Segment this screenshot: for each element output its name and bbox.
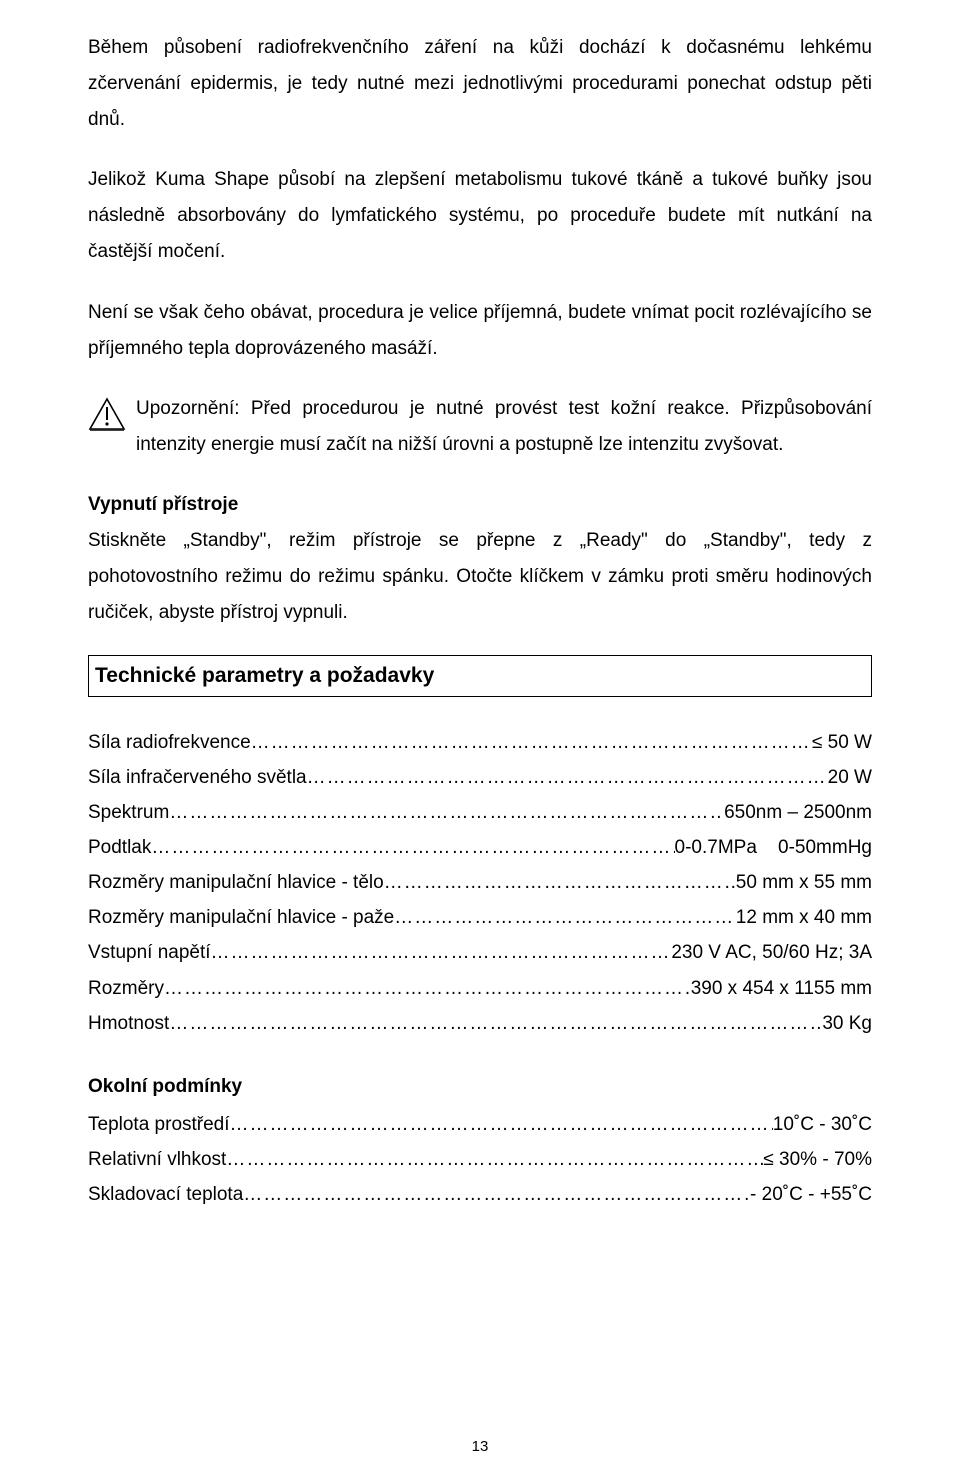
paragraph-intro-2: Jelikož Kuma Shape působí na zlepšení me… bbox=[88, 162, 872, 270]
shutdown-heading: Vypnutí přístroje bbox=[88, 494, 238, 515]
spec-dots bbox=[164, 971, 691, 1006]
env-list: Teplota prostředí 10˚C - 30˚C Relativní … bbox=[88, 1107, 872, 1212]
env-value: 10˚C - 30˚C bbox=[773, 1107, 872, 1142]
env-value: - 20˚C - +55˚C bbox=[750, 1177, 872, 1212]
shutdown-paragraph: Vypnutí přístroje Stiskněte „Standby", r… bbox=[88, 487, 872, 631]
warning-block: Upozornění: Před procedurou je nutné pro… bbox=[88, 391, 872, 463]
specs-list: Síla radiofrekvence ≤ 50 W Síla infračer… bbox=[88, 725, 872, 1041]
spec-value: ≤ 50 W bbox=[812, 725, 872, 760]
spec-row: Rozměry 390 x 454 x 1155 mm bbox=[88, 971, 872, 1006]
spec-label: Spektrum bbox=[88, 795, 169, 830]
spec-dots bbox=[394, 900, 736, 935]
spec-label: Rozměry manipulační hlavice - paže bbox=[88, 900, 394, 935]
warning-text: Upozornění: Před procedurou je nutné pro… bbox=[136, 391, 872, 463]
spec-row: Spektrum 650nm – 2500nm bbox=[88, 795, 872, 830]
spec-dots bbox=[307, 760, 828, 795]
paragraph-intro-1: Během působení radiofrekvenčního záření … bbox=[88, 30, 872, 138]
section-heading-box: Technické parametry a požadavky bbox=[88, 655, 872, 696]
spec-label: Rozměry manipulační hlavice - tělo bbox=[88, 865, 384, 900]
env-row: Relativní vlhkost ≤ 30% - 70% bbox=[88, 1142, 872, 1177]
env-value: ≤ 30% - 70% bbox=[763, 1142, 872, 1177]
env-label: Teplota prostředí bbox=[88, 1107, 230, 1142]
spec-row: Síla infračerveného světla 20 W bbox=[88, 760, 872, 795]
spec-value: 12 mm x 40 mm bbox=[736, 900, 872, 935]
spec-row: Rozměry manipulační hlavice - tělo 50 mm… bbox=[88, 865, 872, 900]
env-row: Skladovací teplota - 20˚C - +55˚C bbox=[88, 1177, 872, 1212]
env-row: Teplota prostředí 10˚C - 30˚C bbox=[88, 1107, 872, 1142]
spec-label: Podtlak bbox=[88, 830, 151, 865]
spec-row: Vstupní napětí 230 V AC, 50/60 Hz; 3A bbox=[88, 935, 872, 970]
env-label: Relativní vlhkost bbox=[88, 1142, 226, 1177]
spec-dots bbox=[226, 1142, 763, 1177]
spec-dots bbox=[230, 1107, 773, 1142]
page-number: 13 bbox=[0, 1433, 960, 1462]
spec-row: Rozměry manipulační hlavice - paže 12 mm… bbox=[88, 900, 872, 935]
spec-label: Síla radiofrekvence bbox=[88, 725, 251, 760]
spec-value: 50 mm x 55 mm bbox=[736, 865, 872, 900]
spec-row: Hmotnost 30 Kg bbox=[88, 1006, 872, 1041]
spec-value: 230 V AC, 50/60 Hz; 3A bbox=[671, 935, 872, 970]
env-heading: Okolní podmínky bbox=[88, 1069, 872, 1105]
warning-icon bbox=[88, 397, 126, 444]
spec-row: Podtlak 0-0.7MPa 0-50mmHg bbox=[88, 830, 872, 865]
spec-dots bbox=[151, 830, 674, 865]
paragraph-intro-3: Není se však čeho obávat, procedura je v… bbox=[88, 295, 872, 367]
spec-value: 0-0.7MPa 0-50mmHg bbox=[675, 830, 872, 865]
spec-value: 390 x 454 x 1155 mm bbox=[691, 971, 872, 1006]
spec-dots bbox=[251, 725, 812, 760]
spec-value: 650nm – 2500nm bbox=[724, 795, 872, 830]
env-label: Skladovací teplota bbox=[88, 1177, 243, 1212]
spec-value: 20 W bbox=[828, 760, 872, 795]
shutdown-body: Stiskněte „Standby", režim přístroje se … bbox=[88, 530, 872, 623]
spec-dots bbox=[169, 1006, 822, 1041]
spec-dots bbox=[243, 1177, 750, 1212]
spec-label: Vstupní napětí bbox=[88, 935, 211, 970]
spec-label: Hmotnost bbox=[88, 1006, 169, 1041]
spec-label: Síla infračerveného světla bbox=[88, 760, 307, 795]
spec-dots bbox=[384, 865, 736, 900]
document-page: Během působení radiofrekvenčního záření … bbox=[0, 0, 960, 1475]
spec-value: 30 Kg bbox=[822, 1006, 872, 1041]
spec-dots bbox=[169, 795, 724, 830]
spec-dots bbox=[211, 935, 672, 970]
spec-row: Síla radiofrekvence ≤ 50 W bbox=[88, 725, 872, 760]
spec-label: Rozměry bbox=[88, 971, 164, 1006]
